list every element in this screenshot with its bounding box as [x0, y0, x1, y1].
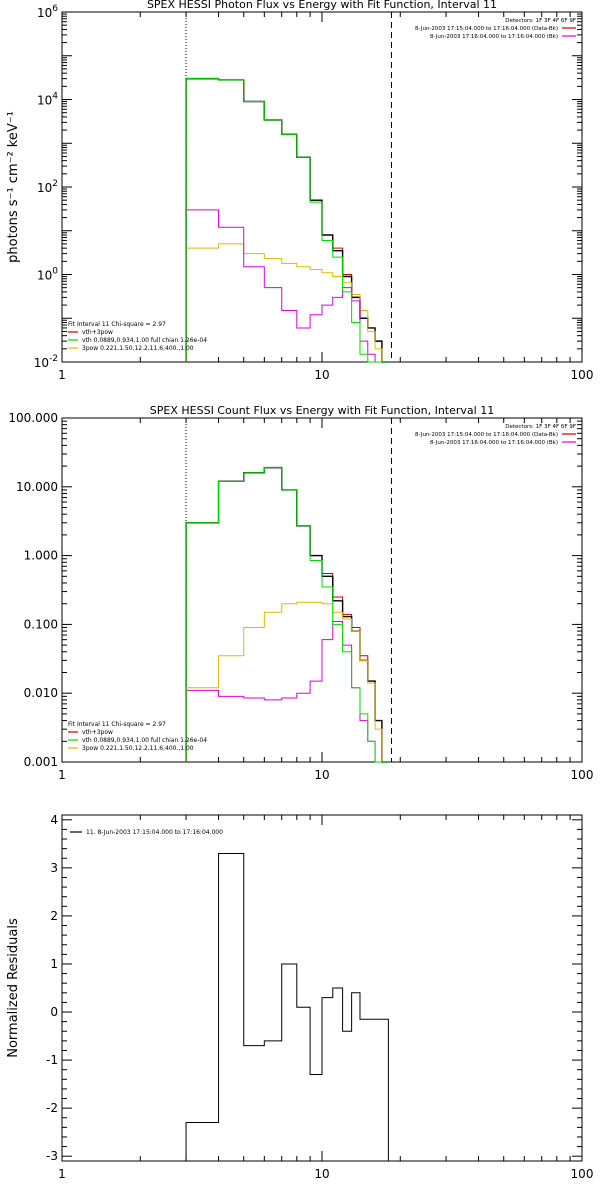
y-tick-label: 2: [50, 909, 58, 923]
y-tick-label: 100: [37, 267, 58, 283]
y-tick-label: -2: [46, 1101, 58, 1115]
y-tick-label: 106: [37, 4, 58, 20]
chart-panel-2: SPEX HESSI Count Flux vs Energy with Fit…: [8, 404, 593, 782]
series-residual-histogram: [185, 852, 389, 1161]
series-background-histogram: [185, 209, 389, 363]
y-tick-label: 0.001: [24, 755, 58, 769]
y-tick-label: 0.100: [24, 617, 58, 631]
y-tick-label: 10-2: [34, 354, 58, 370]
y-tick-label: 3: [50, 861, 58, 875]
series-background-histogram: [185, 621, 389, 763]
y-tick-label: 4: [50, 813, 58, 827]
y-tick-label: 0.010: [24, 686, 58, 700]
y-tick-label: -3: [46, 1149, 58, 1163]
legend-label-thermal: vth 0.0889,0.934,1.00 full chian 1.26e-0…: [82, 337, 207, 344]
series-nonthermal-histogram: [185, 601, 389, 763]
x-tick-label: 1: [58, 368, 66, 382]
chart-panel-1: SPEX HESSI Photon Flux vs Energy with Fi…: [6, 0, 593, 382]
y-tick-label: 0: [50, 1005, 58, 1019]
series-total-histogram: [185, 466, 389, 763]
legend-label-residual: 11. 8-Jun-2003 17:15:04.000 to 17:16:04.…: [86, 829, 223, 836]
series-nonthermal-histogram: [185, 243, 389, 363]
fit-header-label: Fit Interval 11 Chi-square = 2.97: [68, 321, 166, 328]
y-tick-label: 10.000: [16, 480, 58, 494]
y-tick-label: 1.000: [24, 549, 58, 563]
legend-label-thermal: vth 0.0889,0.934,1.00 full chian 1.26e-0…: [82, 737, 207, 744]
chart-title: SPEX HESSI Photon Flux vs Energy with Fi…: [147, 0, 497, 11]
legend-label-data: vth+3pow: [82, 729, 113, 736]
x-tick-label: 1: [58, 1167, 66, 1181]
x-tick-label: 10: [314, 1167, 329, 1181]
x-tick-label: 1: [58, 768, 66, 782]
x-tick-label: 100: [571, 368, 594, 382]
y-axis-title: Normalized Residuals: [6, 918, 21, 1058]
detectors-label: Detectors: 1F 3F 4F 6F 9F: [505, 424, 576, 430]
detectors-label: Detectors: 1F 3F 4F 6F 9F: [505, 18, 576, 24]
chart-title: SPEX HESSI Count Flux vs Energy with Fit…: [150, 404, 494, 417]
info-line-background: 8-Jun-2003 17:16:04.000 to 17:16:04.000 …: [430, 440, 558, 446]
fit-header-label: Fit Interval 11 Chi-square = 2.97: [68, 721, 166, 728]
y-tick-label: 1: [50, 957, 58, 971]
y-axis-title: photons s⁻¹ cm⁻² keV⁻¹: [6, 111, 21, 263]
legend-label-data: vth+3pow: [82, 329, 113, 336]
info-line-data: 8-Jun-2003 17:15:04.000 to 17:16:04.000 …: [415, 26, 558, 32]
x-tick-label: 10: [314, 768, 329, 782]
x-tick-label: 10: [314, 368, 329, 382]
info-line-data: 8-Jun-2003 17:15:04.000 to 17:16:04.000 …: [415, 432, 558, 438]
legend-label-nonthermal: 3pow 0.221,1.50,12.2,11.6,400.,1.00: [82, 345, 194, 352]
y-tick-label: -1: [46, 1053, 58, 1067]
y-tick-label: 104: [37, 92, 58, 108]
info-line-background: 8-Jun-2003 17:16:04.000 to 17:16:04.000 …: [430, 34, 558, 40]
y-tick-label: 100.000: [8, 411, 58, 425]
legend-label-nonthermal: 3pow 0.221,1.50,12.2,11.6,400.,1.00: [82, 745, 194, 752]
x-tick-label: 100: [571, 768, 594, 782]
series-thermal-histogram: [185, 467, 389, 763]
plot-frame: [61, 417, 583, 763]
plot-frame: [61, 814, 583, 1162]
chart-panel-3: 1 10 100 -3 -2 -1 0 1 2 3 4 Normalized Residuals 11.…: [6, 813, 593, 1181]
series-total-histogram: [185, 77, 389, 363]
y-tick-label: 102: [37, 179, 58, 195]
series-data-histogram: [185, 78, 389, 363]
series-thermal-histogram: [185, 78, 389, 363]
x-tick-label: 100: [571, 1167, 594, 1181]
series-data-histogram: [185, 467, 389, 763]
